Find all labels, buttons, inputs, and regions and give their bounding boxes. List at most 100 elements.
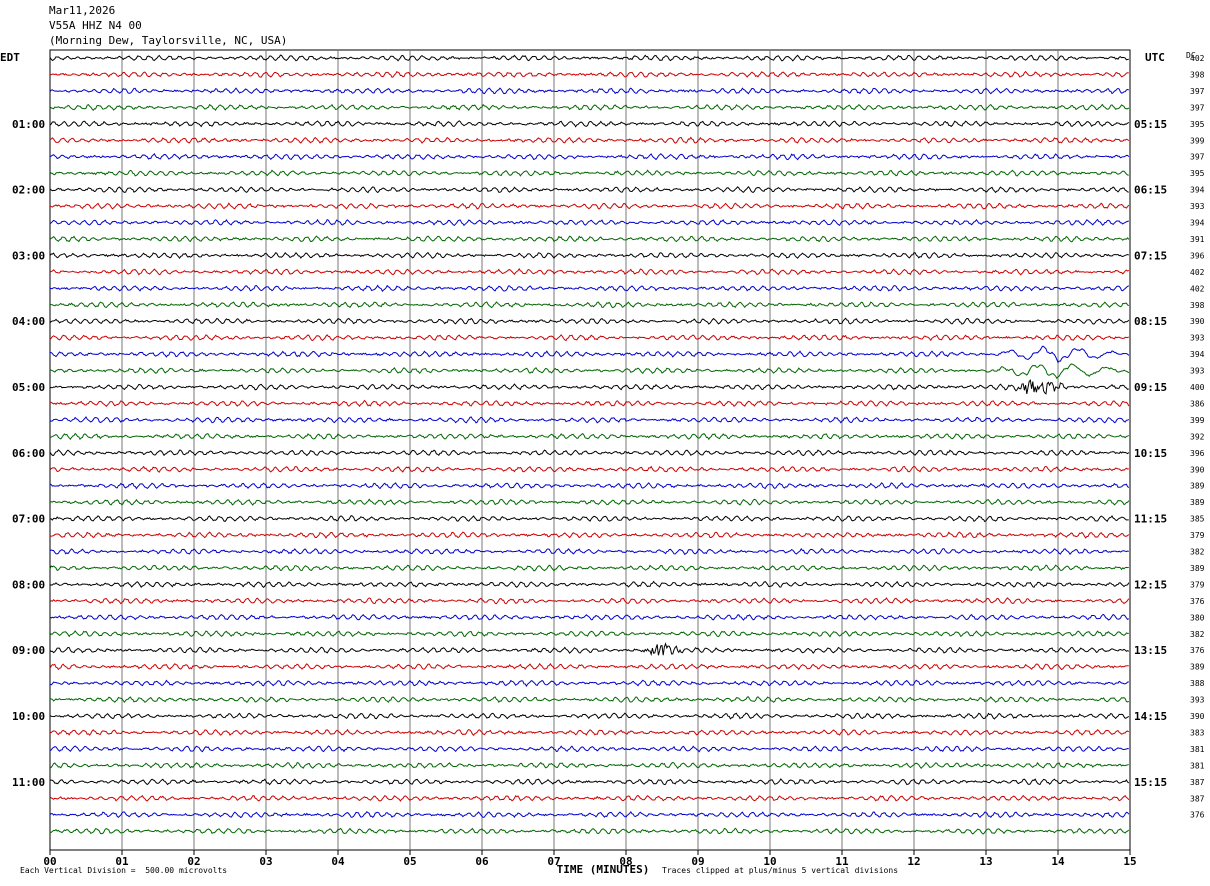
seismic-trace	[49, 251, 1130, 260]
seismic-trace	[49, 794, 1130, 802]
seismic-trace	[49, 695, 1130, 703]
x-tick-label: 11	[835, 855, 849, 868]
dc-value: 389	[1190, 663, 1205, 672]
left-hour-label: 08:00	[12, 578, 45, 591]
seismic-trace	[49, 317, 1130, 325]
seismic-trace	[49, 712, 1130, 720]
dc-value: 398	[1190, 301, 1205, 310]
header-date: Mar11,2026	[49, 4, 116, 17]
seismic-trace	[49, 811, 1130, 819]
dc-value: 379	[1190, 580, 1205, 589]
seismic-trace	[49, 761, 1129, 770]
dc-value: 393	[1190, 367, 1205, 376]
seismic-trace	[49, 202, 1130, 210]
dc-value: 394	[1190, 350, 1205, 359]
dc-value: 396	[1190, 251, 1205, 260]
right-hour-label: 08:15	[1134, 315, 1167, 328]
left-hour-label: 11:00	[12, 776, 45, 789]
left-hour-label: 04:00	[12, 315, 45, 328]
dc-value: 381	[1190, 761, 1205, 770]
x-tick-label: 01	[115, 855, 129, 868]
dc-value: 376	[1190, 811, 1205, 820]
seismic-trace	[49, 827, 1130, 835]
dc-value: 387	[1190, 778, 1205, 787]
seismic-trace	[49, 120, 1130, 128]
right-hour-label: 07:15	[1134, 249, 1167, 262]
x-tick-label: 10	[763, 855, 776, 868]
x-tick-label: 14	[1051, 855, 1065, 868]
seismic-trace	[49, 185, 1129, 194]
seismic-trace	[49, 87, 1129, 95]
dc-value: 389	[1190, 498, 1205, 507]
dc-value: 399	[1190, 136, 1205, 145]
right-hour-label: 12:15	[1134, 578, 1167, 591]
dc-value: 389	[1190, 564, 1205, 573]
right-hour-label: 13:15	[1134, 644, 1167, 657]
seismic-trace	[49, 235, 1130, 243]
seismic-trace	[49, 613, 1130, 621]
left-hour-label: 10:00	[12, 710, 45, 723]
seismic-trace	[49, 679, 1129, 688]
right-hour-label: 15:15	[1134, 776, 1167, 789]
seismic-trace	[49, 136, 1130, 144]
seismic-trace	[49, 498, 1130, 506]
dc-value: 390	[1190, 712, 1205, 721]
dc-value: 400	[1190, 383, 1205, 392]
seismic-trace	[49, 268, 1130, 276]
seismic-trace	[49, 54, 1129, 62]
seismic-trace	[49, 515, 1129, 523]
left-hour-label: 09:00	[12, 644, 45, 657]
seismic-trace	[49, 449, 1130, 457]
x-tick-label: 13	[979, 855, 992, 868]
dc-value: 398	[1190, 70, 1205, 79]
right-hour-label: 09:15	[1134, 381, 1167, 394]
dc-value: 395	[1190, 120, 1205, 129]
seismic-trace	[49, 662, 1129, 671]
left-hour-label: 07:00	[12, 513, 45, 526]
dc-value: 397	[1190, 153, 1205, 162]
dc-value: 383	[1190, 728, 1205, 737]
dc-value: 394	[1190, 186, 1205, 195]
dc-value: 386	[1190, 399, 1205, 408]
dc-value: 376	[1190, 597, 1205, 606]
seismic-trace	[49, 70, 1129, 78]
x-tick-label: 00	[43, 855, 56, 868]
x-tick-label: 08	[619, 855, 632, 868]
dc-value: 394	[1190, 219, 1205, 228]
seismic-trace	[49, 379, 1130, 395]
dc-value: 393	[1190, 334, 1205, 343]
right-hour-label: 10:15	[1134, 447, 1167, 460]
seismic-trace	[49, 284, 1130, 292]
left-hour-label: 02:00	[12, 184, 45, 197]
x-tick-label: 12	[907, 855, 920, 868]
x-tick-label: 07	[547, 855, 560, 868]
x-axis-label: TIME (MINUTES)	[557, 863, 650, 876]
dc-value: 381	[1190, 745, 1205, 754]
seismic-trace	[49, 580, 1130, 588]
dc-value: 396	[1190, 449, 1205, 458]
dc-value: 389	[1190, 482, 1205, 491]
seismic-trace	[49, 432, 1130, 441]
seismic-trace	[49, 547, 1129, 556]
seismic-trace	[49, 728, 1130, 737]
dc-value: 391	[1190, 235, 1205, 244]
dc-value: 399	[1190, 416, 1205, 425]
dc-value: 397	[1190, 87, 1205, 96]
x-tick-label: 04	[331, 855, 345, 868]
seismic-trace	[49, 482, 1130, 490]
seismic-trace	[49, 345, 1130, 364]
seismic-trace	[49, 153, 1130, 161]
right-hour-label: 06:15	[1134, 184, 1167, 197]
dc-value: 385	[1190, 515, 1205, 524]
dc-value: 393	[1190, 696, 1205, 705]
dc-value: 392	[1190, 432, 1205, 441]
dc-value: 379	[1190, 531, 1205, 540]
right-timezone-label: UTC	[1145, 51, 1165, 64]
left-hour-label: 05:00	[12, 381, 45, 394]
seismic-trace	[49, 399, 1130, 408]
x-tick-label: 15	[1123, 855, 1136, 868]
dc-value: 390	[1190, 465, 1205, 474]
dc-value: 388	[1190, 679, 1205, 688]
x-tick-label: 05	[403, 855, 416, 868]
dc-value: 376	[1190, 646, 1205, 655]
